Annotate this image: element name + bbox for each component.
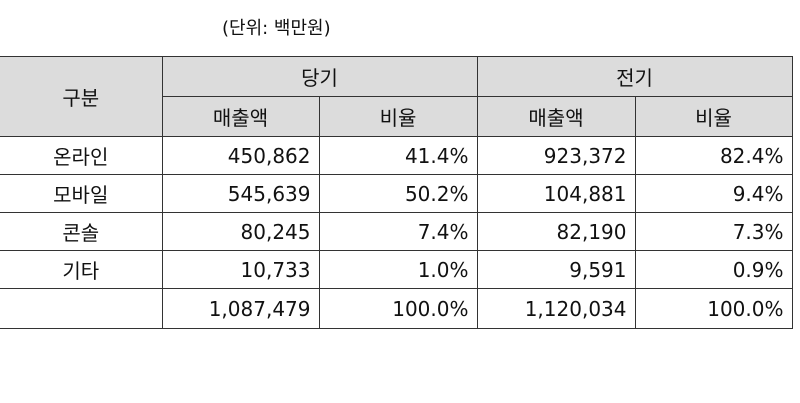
header-period-prior: 전기 [476, 56, 793, 97]
row-category: 온라인 [0, 136, 163, 175]
row-current-sales: 545,639 [161, 174, 320, 213]
table-row: 콘솔 80,245 7.4% 82,190 7.3% [0, 212, 793, 251]
table-row: 기타 10,733 1.0% 9,591 0.9% [0, 250, 793, 289]
header-category: 구분 [0, 56, 163, 137]
row-category: 콘솔 [0, 212, 163, 251]
total-row: 1,087,479 100.0% 1,120,034 100.0% [0, 288, 793, 329]
table-row: 온라인 450,862 41.4% 923,372 82.4% [0, 136, 793, 175]
row-prior-sales: 82,190 [476, 212, 636, 251]
header-row-period: 구분 당기 전기 [0, 56, 793, 137]
row-current-ratio: 1.0% [318, 250, 478, 289]
header-prior-sales: 매출액 [476, 96, 636, 137]
total-prior-ratio: 100.0% [634, 288, 793, 329]
row-prior-sales: 104,881 [476, 174, 636, 213]
row-category: 모바일 [0, 174, 163, 213]
total-prior-sales: 1,120,034 [476, 288, 636, 329]
revenue-table: 구분 당기 전기 매출액 비율 매출액 비율 온라인 450,862 41.4%… [0, 56, 793, 329]
total-current-ratio: 100.0% [318, 288, 478, 329]
header-current-sales: 매출액 [161, 96, 320, 137]
header-prior-ratio: 비율 [634, 96, 793, 137]
unit-note: (단위: 백만원) [222, 18, 331, 39]
row-category: 기타 [0, 250, 163, 289]
row-current-sales: 10,733 [161, 250, 320, 289]
row-prior-ratio: 0.9% [634, 250, 793, 289]
row-prior-ratio: 9.4% [634, 174, 793, 213]
total-category [0, 288, 163, 329]
row-current-ratio: 7.4% [318, 212, 478, 251]
row-prior-sales: 923,372 [476, 136, 636, 175]
row-prior-ratio: 82.4% [634, 136, 793, 175]
row-current-sales: 80,245 [161, 212, 320, 251]
header-row-metric: 매출액 비율 매출액 비율 [0, 96, 793, 137]
row-current-sales: 450,862 [161, 136, 320, 175]
row-prior-sales: 9,591 [476, 250, 636, 289]
table-row: 모바일 545,639 50.2% 104,881 9.4% [0, 174, 793, 213]
header-period-current: 당기 [161, 56, 478, 97]
total-current-sales: 1,087,479 [161, 288, 320, 329]
row-prior-ratio: 7.3% [634, 212, 793, 251]
row-current-ratio: 41.4% [318, 136, 478, 175]
header-current-ratio: 비율 [318, 96, 478, 137]
row-current-ratio: 50.2% [318, 174, 478, 213]
